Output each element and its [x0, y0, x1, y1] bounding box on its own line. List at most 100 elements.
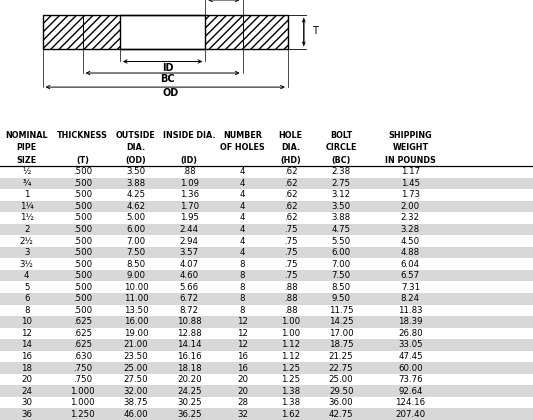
Text: 6.00: 6.00	[332, 248, 351, 257]
Text: 22.75: 22.75	[329, 364, 353, 373]
Text: 4.88: 4.88	[401, 248, 420, 257]
Text: .500: .500	[73, 271, 92, 280]
Text: .500: .500	[73, 225, 92, 234]
Bar	[43, 16, 83, 49]
Text: 16.00: 16.00	[124, 318, 148, 326]
Bar	[0, 247, 533, 258]
Bar	[0, 304, 533, 316]
Text: 1.17: 1.17	[401, 167, 420, 176]
Text: .500: .500	[73, 236, 92, 246]
Text: 3.50: 3.50	[126, 167, 146, 176]
Bar	[0, 212, 533, 224]
Text: 10.88: 10.88	[177, 318, 201, 326]
Text: 2.00: 2.00	[401, 202, 420, 211]
Text: (T): (T)	[76, 156, 89, 165]
Text: 14: 14	[21, 341, 32, 349]
Text: (OD): (OD)	[126, 156, 146, 165]
Text: 4: 4	[240, 225, 245, 234]
Text: 60.00: 60.00	[398, 364, 423, 373]
Text: 5: 5	[24, 283, 29, 292]
Bar	[0, 224, 533, 235]
Text: 8: 8	[24, 306, 29, 315]
Text: .75: .75	[284, 236, 297, 246]
Text: .500: .500	[73, 202, 92, 211]
Text: .500: .500	[73, 283, 92, 292]
Text: 38.75: 38.75	[124, 398, 148, 407]
Text: HOLE: HOLE	[278, 131, 303, 139]
Text: 9.50: 9.50	[332, 294, 351, 303]
Text: 9.00: 9.00	[126, 271, 146, 280]
Text: 4.07: 4.07	[180, 260, 199, 269]
Text: 1.73: 1.73	[401, 190, 420, 200]
Text: 2: 2	[24, 225, 29, 234]
Text: 10.00: 10.00	[124, 283, 148, 292]
Text: 8: 8	[240, 283, 245, 292]
Text: 6: 6	[24, 294, 29, 303]
Text: 3½: 3½	[20, 260, 34, 269]
Text: 4.62: 4.62	[126, 202, 146, 211]
Text: THICKNESS: THICKNESS	[57, 131, 108, 139]
Text: 36: 36	[21, 410, 32, 419]
Text: 2.75: 2.75	[332, 179, 351, 188]
Text: 2½: 2½	[20, 236, 34, 246]
Text: 1.250: 1.250	[70, 410, 95, 419]
Text: 7.31: 7.31	[401, 283, 420, 292]
Text: BC: BC	[160, 74, 175, 84]
Text: SHIPPING: SHIPPING	[389, 131, 432, 139]
Text: 36.00: 36.00	[329, 398, 353, 407]
Text: 11.83: 11.83	[398, 306, 423, 315]
Text: 2.32: 2.32	[401, 213, 420, 223]
Text: 1½: 1½	[20, 213, 34, 223]
Text: 4: 4	[240, 236, 245, 246]
Text: 1.38: 1.38	[281, 387, 300, 396]
Bar	[0, 258, 533, 270]
Text: 7.50: 7.50	[332, 271, 351, 280]
Bar	[0, 374, 533, 386]
Text: 18.39: 18.39	[398, 318, 423, 326]
Text: 8: 8	[240, 294, 245, 303]
Text: .625: .625	[73, 329, 92, 338]
Text: .88: .88	[284, 283, 297, 292]
Text: DIA.: DIA.	[281, 143, 300, 152]
Text: 4.60: 4.60	[180, 271, 199, 280]
Text: 2.94: 2.94	[180, 236, 199, 246]
Text: 124.16: 124.16	[395, 398, 425, 407]
Text: ID: ID	[162, 63, 174, 73]
Text: 3: 3	[24, 248, 29, 257]
Text: 8: 8	[240, 260, 245, 269]
Text: .500: .500	[73, 306, 92, 315]
Text: 3.28: 3.28	[401, 225, 420, 234]
Bar	[0, 386, 533, 397]
Text: 24.25: 24.25	[177, 387, 201, 396]
Text: 207.40: 207.40	[395, 410, 425, 419]
Text: 5.66: 5.66	[180, 283, 199, 292]
Text: 1.000: 1.000	[70, 398, 95, 407]
Text: .88: .88	[284, 306, 297, 315]
Text: .625: .625	[73, 318, 92, 326]
Text: 1: 1	[24, 190, 29, 200]
Text: 16: 16	[21, 352, 32, 361]
Text: 1.62: 1.62	[281, 410, 300, 419]
Text: 18.75: 18.75	[329, 341, 353, 349]
Text: .75: .75	[284, 271, 297, 280]
Text: 20: 20	[237, 375, 248, 384]
Text: 3.57: 3.57	[180, 248, 199, 257]
Bar	[0, 178, 533, 189]
Text: OUTSIDE: OUTSIDE	[116, 131, 156, 139]
Text: 19.00: 19.00	[124, 329, 148, 338]
Text: ½: ½	[22, 167, 31, 176]
Text: 4.25: 4.25	[126, 190, 146, 200]
Text: 7.50: 7.50	[126, 248, 146, 257]
Text: 1.12: 1.12	[281, 341, 300, 349]
Text: 1¼: 1¼	[20, 202, 34, 211]
Text: PIPE: PIPE	[17, 143, 37, 152]
Text: .75: .75	[284, 260, 297, 269]
Text: 3.12: 3.12	[332, 190, 351, 200]
Bar	[0, 339, 533, 351]
Bar	[0, 293, 533, 304]
Text: .88: .88	[284, 294, 297, 303]
Text: .62: .62	[284, 213, 297, 223]
Text: 73.76: 73.76	[398, 375, 423, 384]
Text: DIA.: DIA.	[126, 143, 146, 152]
Text: 6.00: 6.00	[126, 225, 146, 234]
